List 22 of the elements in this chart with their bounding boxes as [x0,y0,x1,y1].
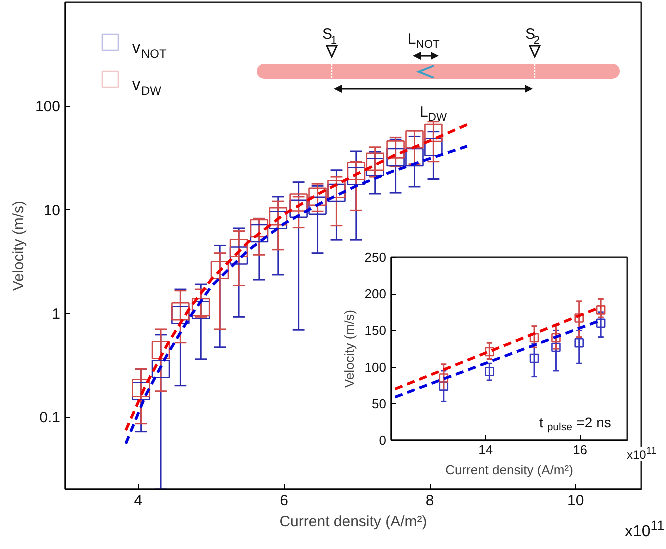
y-tick-label: 10 [44,202,61,220]
x-tick-label: 14 [478,442,494,458]
y-tick-label: 1 [52,306,60,323]
y-tick-label: 100 [35,98,61,116]
x-axis-title: Current density (A/m²) [446,462,574,478]
x-tick-label: 16 [573,442,588,458]
y-tick-label: 100 [364,360,387,375]
x-tick-label: 10 [568,492,584,510]
y-tick-label: 250 [364,250,387,265]
x-tick-label: 4 [134,492,143,510]
text: x10$^{11}$ [625,518,665,540]
x-tick-label: 8 [426,492,434,510]
x-axis-title: Current density (A/m²) [280,514,428,530]
y-tick-label: 150 [364,323,387,338]
annotation: x10$^{11}$ [627,446,657,462]
y-axis-title: Velocity (m/s) [10,200,28,292]
y-tick-label: 0 [379,433,387,448]
y-tick-label: 200 [364,286,387,302]
y-axis-title: Velocity (m/s) [342,310,357,388]
x-tick-label: 6 [280,492,288,510]
y-tick-label: 50 [372,396,387,412]
y-tick-label: 0.1 [40,410,61,427]
